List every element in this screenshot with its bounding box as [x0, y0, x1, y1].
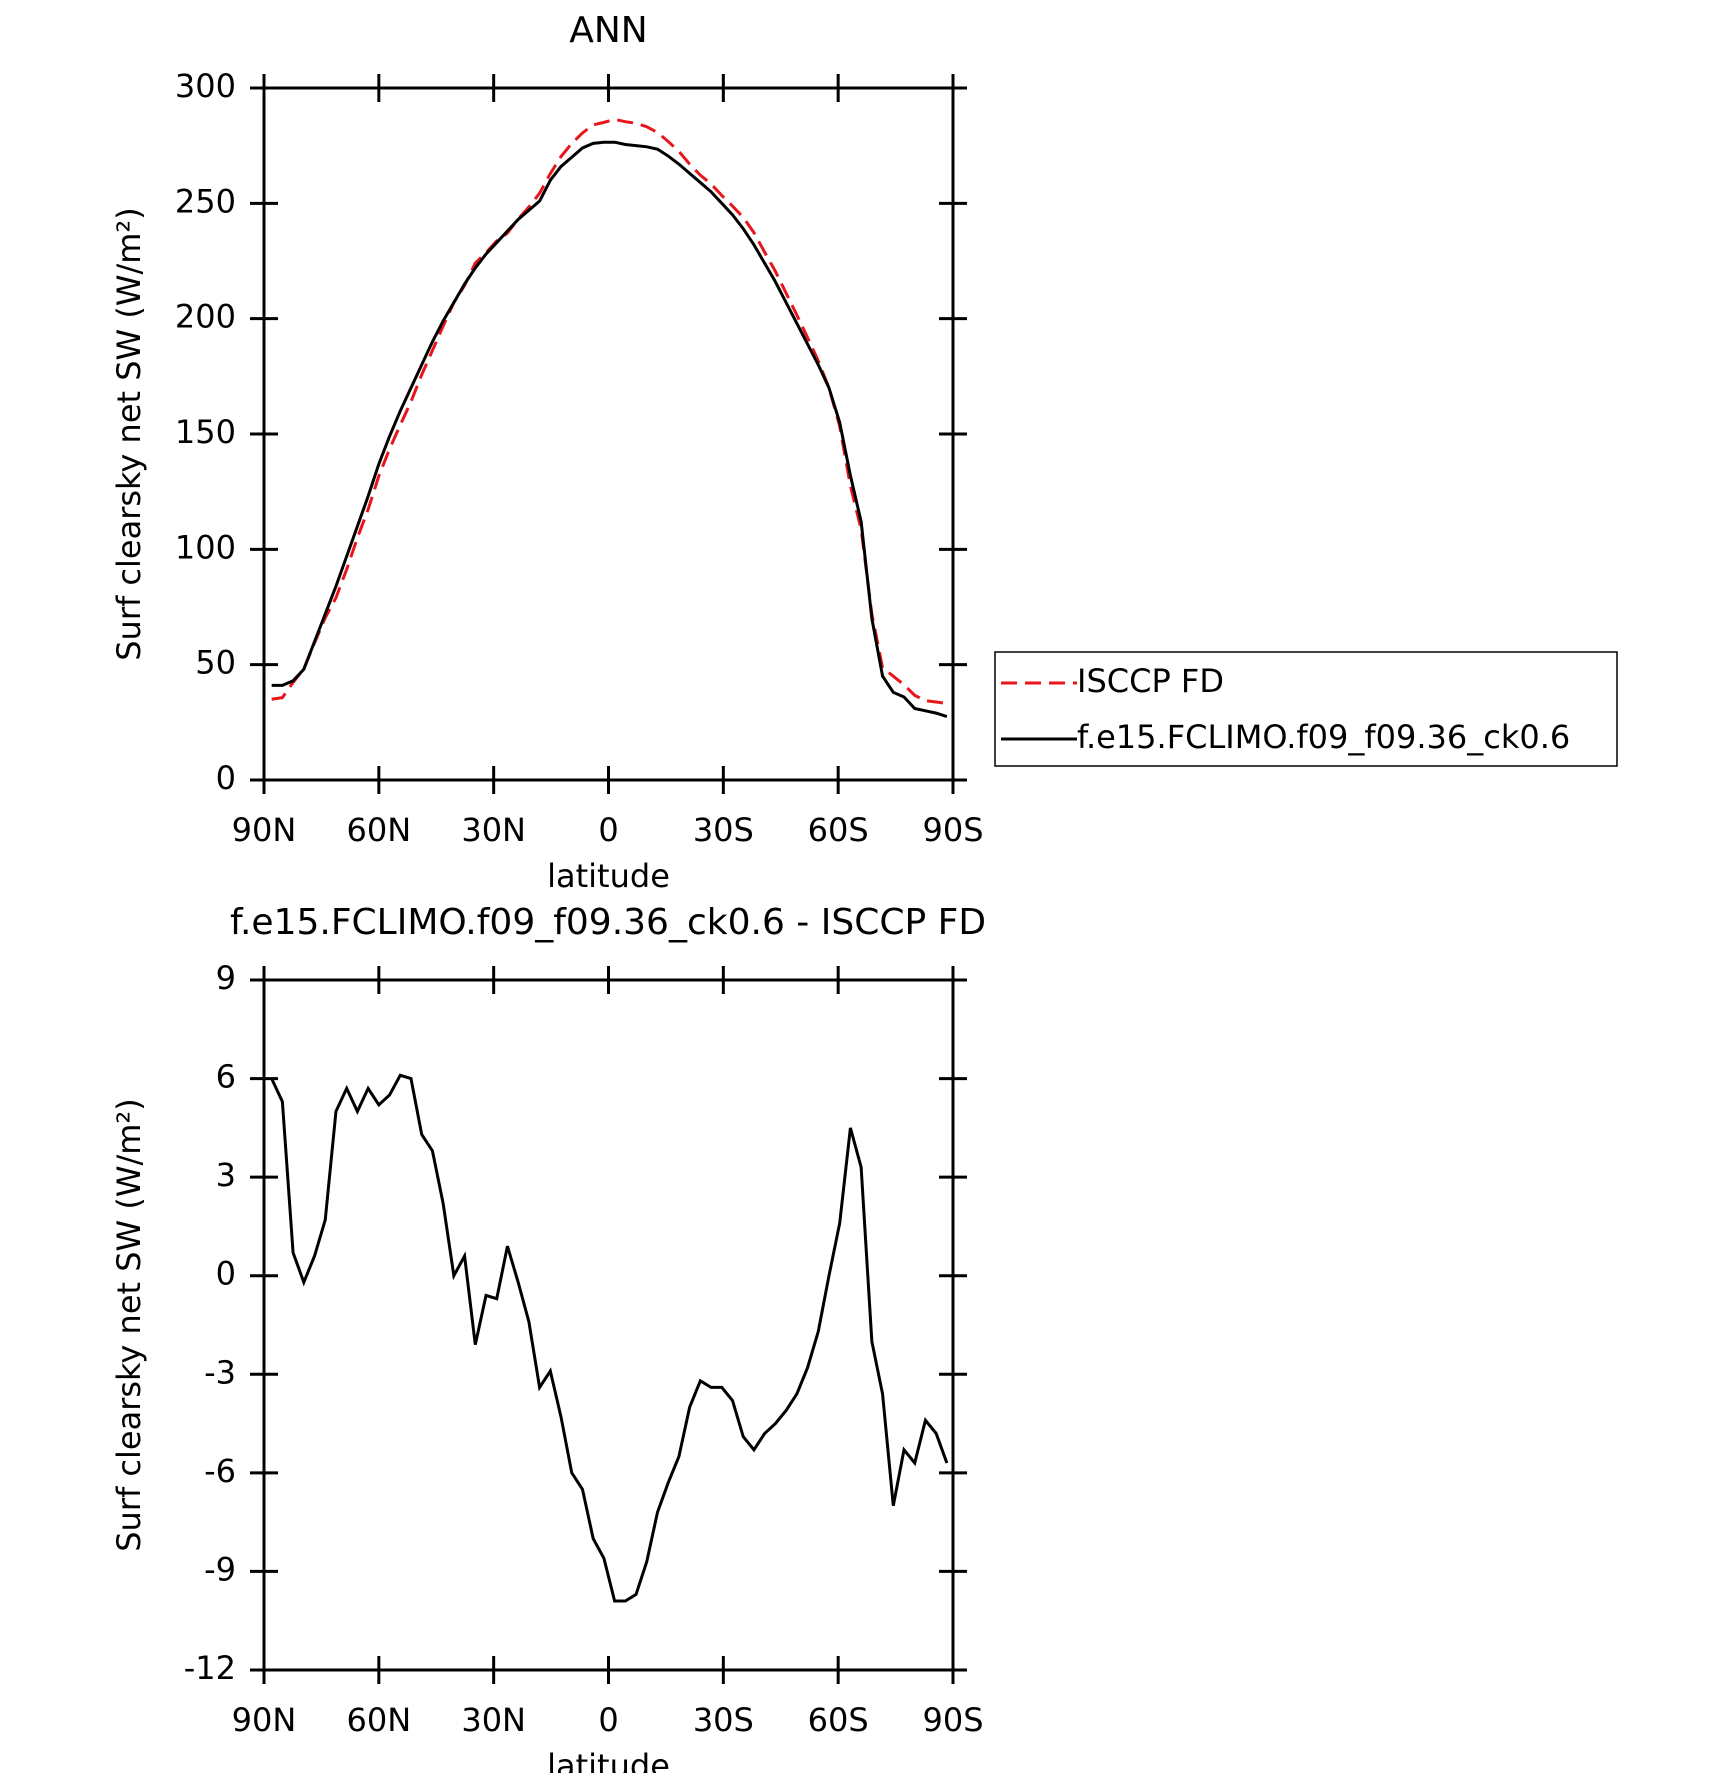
series-line	[270, 1073, 949, 1603]
x-tick-label: 30N	[461, 1701, 526, 1739]
legend-box	[994, 651, 1618, 767]
plot-frame	[262, 978, 955, 1672]
x-tick-label: 90S	[922, 811, 983, 849]
series-line	[271, 140, 948, 718]
y-tick-label: 0	[216, 1255, 236, 1293]
y-tick-label: 100	[175, 528, 236, 566]
y-axis-label: Surf clearsky net SW (W/m²)	[110, 207, 148, 661]
x-tick-label: 30S	[693, 811, 754, 849]
legend-label: f.e15.FCLIMO.f09_f09.36_ck0.6	[1077, 718, 1570, 756]
x-tick-label: 0	[598, 811, 618, 849]
x-tick-label: 60N	[347, 811, 412, 849]
y-tick-label: 3	[216, 1156, 236, 1194]
y-tick-label: 300	[175, 67, 236, 105]
y-tick-label: 9	[216, 959, 236, 997]
y-tick-label: -3	[204, 1353, 236, 1391]
series-line	[271, 117, 948, 705]
y-tick-label: 200	[175, 298, 236, 336]
y-tick-label: 0	[216, 759, 236, 797]
chart-title: f.e15.FCLIMO.f09_f09.36_ck0.6 - ISCCP FD	[230, 902, 986, 943]
x-tick-label: 30N	[461, 811, 526, 849]
x-tick-label: 60S	[808, 1701, 869, 1739]
x-tick-label: 0	[598, 1701, 618, 1739]
y-tick-label: 50	[195, 644, 236, 682]
x-axis-label: latitude	[547, 857, 670, 895]
chart-title: ANN	[569, 10, 648, 51]
y-tick-label: 150	[175, 413, 236, 451]
x-tick-label: 90S	[922, 1701, 983, 1739]
y-tick-label: -9	[204, 1550, 236, 1588]
legend-label: ISCCP FD	[1077, 662, 1224, 700]
x-axis-label: latitude	[547, 1747, 670, 1773]
x-tick-label: 60N	[347, 1701, 412, 1739]
plot-frame	[262, 86, 955, 782]
x-tick-label: 90N	[232, 1701, 297, 1739]
x-tick-label: 60S	[808, 811, 869, 849]
x-tick-label: 90N	[232, 811, 297, 849]
y-tick-label: -12	[184, 1649, 236, 1687]
y-axis-label: Surf clearsky net SW (W/m²)	[110, 1098, 148, 1552]
y-tick-label: 250	[175, 182, 236, 220]
y-tick-label: -6	[204, 1452, 236, 1490]
x-tick-label: 30S	[693, 1701, 754, 1739]
y-tick-label: 6	[216, 1058, 236, 1096]
